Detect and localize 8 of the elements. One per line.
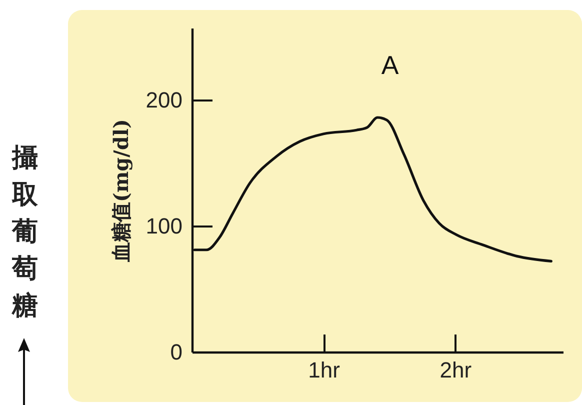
x-tick-label: 1hr	[308, 358, 340, 382]
y-tick-label: 0	[170, 340, 182, 364]
y-axis-title: 血糖值(mg/dl)	[108, 119, 133, 263]
y-tick-label: 200	[146, 87, 182, 112]
y-tick-label: 100	[146, 213, 182, 238]
text: 攝取葡萄糖	[10, 142, 39, 323]
x-tick-label: 2hr	[440, 358, 472, 382]
annotation: A	[381, 50, 400, 80]
